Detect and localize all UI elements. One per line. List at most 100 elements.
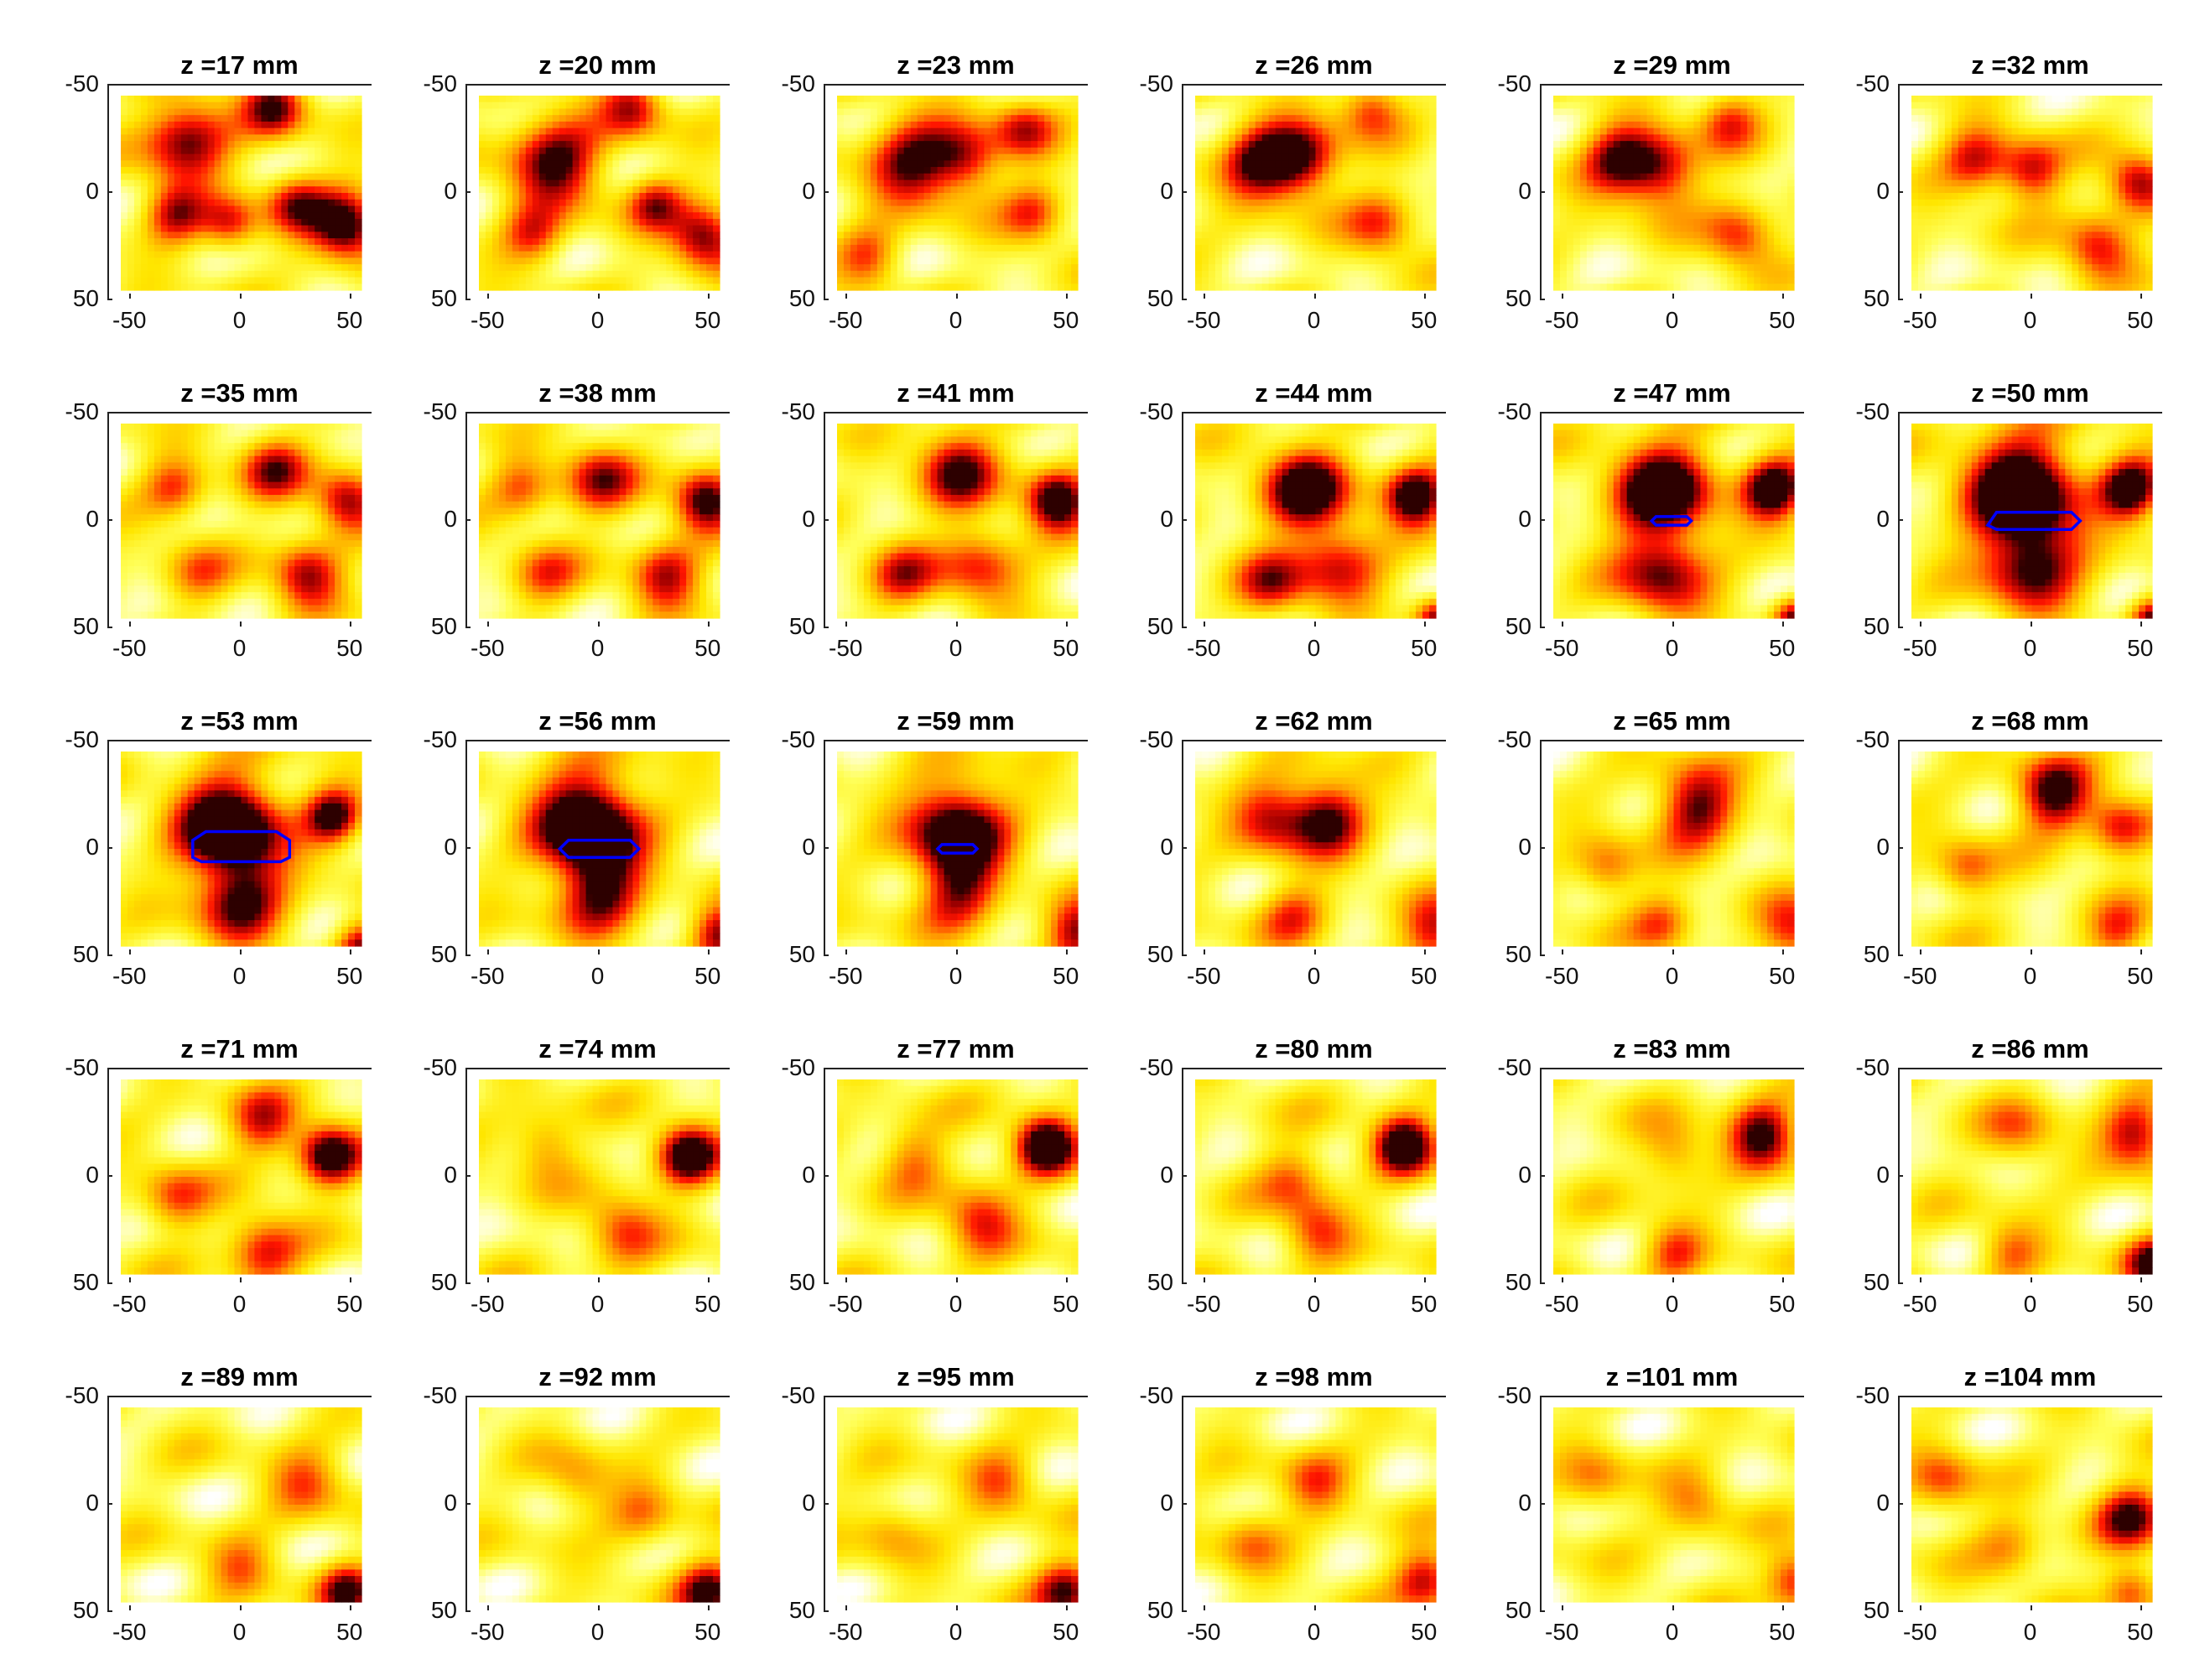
- heat-cell: [1268, 193, 1277, 200]
- heat-cell: [288, 238, 295, 246]
- heat-cell: [1673, 167, 1682, 174]
- heat-cell: [552, 257, 560, 265]
- heat-cell: [1382, 96, 1390, 103]
- heat-cell: [281, 212, 289, 220]
- heat-cell: [1071, 225, 1079, 232]
- heat-cell: [180, 257, 189, 265]
- heat-cell: [200, 244, 209, 252]
- heat-cell: [294, 244, 302, 252]
- heat-cell: [626, 153, 633, 161]
- heat-cell: [254, 283, 263, 291]
- heat-cell: [308, 238, 315, 246]
- heat-cell: [1302, 186, 1310, 194]
- heat-cell: [937, 179, 945, 187]
- heat-cell: [679, 251, 687, 258]
- heat-cell: [706, 173, 714, 181]
- heat-cell: [187, 160, 195, 168]
- heat-cell: [167, 205, 175, 213]
- heat-cell: [970, 251, 979, 258]
- heat-cell: [532, 179, 540, 187]
- x-tick-mark: [1204, 294, 1206, 299]
- heat-cell: [713, 205, 720, 213]
- heat-cell: [890, 179, 898, 187]
- heat-cell: [1268, 264, 1277, 272]
- heat-cell: [234, 212, 242, 220]
- heat-cell: [254, 199, 263, 207]
- heat-cell: [505, 121, 513, 129]
- heat-cell: [1355, 127, 1363, 135]
- heat-cell: [505, 193, 513, 200]
- heat-cell: [1044, 212, 1052, 220]
- heat-cell: [944, 205, 952, 213]
- heat-cell: [923, 121, 932, 129]
- heat-cell: [200, 153, 209, 161]
- heat-cell: [910, 115, 918, 122]
- heat-cell: [1058, 179, 1065, 187]
- heat-cell: [1295, 186, 1303, 194]
- heat-cell: [174, 101, 182, 110]
- heat-cell: [1369, 134, 1376, 142]
- heat-cell: [160, 283, 169, 291]
- heat-cell: [991, 127, 998, 135]
- heat-cell: [315, 277, 322, 284]
- heat-cell: [1573, 167, 1581, 174]
- heat-cell: [532, 264, 540, 272]
- heat-cell: [1409, 186, 1417, 194]
- heat-cell: [1255, 153, 1263, 161]
- heat-cell: [619, 277, 627, 284]
- heat-cell: [1261, 121, 1270, 129]
- heat-cell: [1369, 244, 1376, 252]
- heat-cell: [706, 193, 714, 200]
- heat-cell: [479, 115, 486, 122]
- heat-cell: [957, 218, 965, 226]
- heat-cell: [1031, 167, 1038, 174]
- heat-cell: [348, 225, 356, 232]
- heat-cell: [348, 108, 356, 116]
- heat-cell: [666, 115, 673, 122]
- heat-cell: [612, 127, 621, 135]
- heat-cell: [308, 108, 315, 116]
- heat-cell: [572, 270, 580, 278]
- heat-cell: [538, 173, 547, 181]
- heat-cell: [1017, 115, 1025, 122]
- heat-cell: [194, 160, 202, 168]
- heat-cell: [227, 257, 236, 265]
- heat-cell: [153, 127, 162, 135]
- heat-cell: [1369, 270, 1376, 278]
- heat-cell: [964, 160, 972, 168]
- heat-cell: [565, 115, 574, 122]
- heat-cell: [1396, 283, 1403, 291]
- heat-cell: [160, 231, 169, 239]
- heat-cell: [977, 147, 985, 155]
- heat-cell: [335, 153, 342, 161]
- heat-cell: [1774, 193, 1781, 200]
- heat-cell: [234, 108, 242, 116]
- heat-cell: [207, 186, 216, 194]
- heat-cell: [207, 153, 216, 161]
- heat-cell: [1429, 251, 1437, 258]
- heat-cell: [843, 218, 851, 226]
- heat-cell: [863, 205, 871, 213]
- heat-cell: [485, 186, 493, 194]
- heat-cell: [639, 283, 647, 291]
- heat-cell: [1781, 115, 1788, 122]
- heat-cell: [997, 179, 1005, 187]
- heat-cell: [964, 153, 972, 161]
- heat-cell: [133, 153, 142, 161]
- heat-cell: [559, 257, 567, 265]
- heat-cell: [512, 270, 520, 278]
- heat-cell: [127, 167, 135, 174]
- heat-cell: [1235, 225, 1243, 232]
- heat-cell: [1031, 244, 1038, 252]
- heat-cell: [699, 270, 707, 278]
- heat-cell: [693, 173, 700, 181]
- heat-cell: [957, 96, 965, 103]
- heat-cell: [673, 134, 680, 142]
- heat-cell: [532, 218, 540, 226]
- heat-cell: [1416, 193, 1423, 200]
- heat-cell: [200, 225, 209, 232]
- heat-cell: [1382, 225, 1390, 232]
- heat-cell: [1288, 225, 1297, 232]
- heat-cell: [1727, 173, 1734, 181]
- heat-cell: [1051, 167, 1058, 174]
